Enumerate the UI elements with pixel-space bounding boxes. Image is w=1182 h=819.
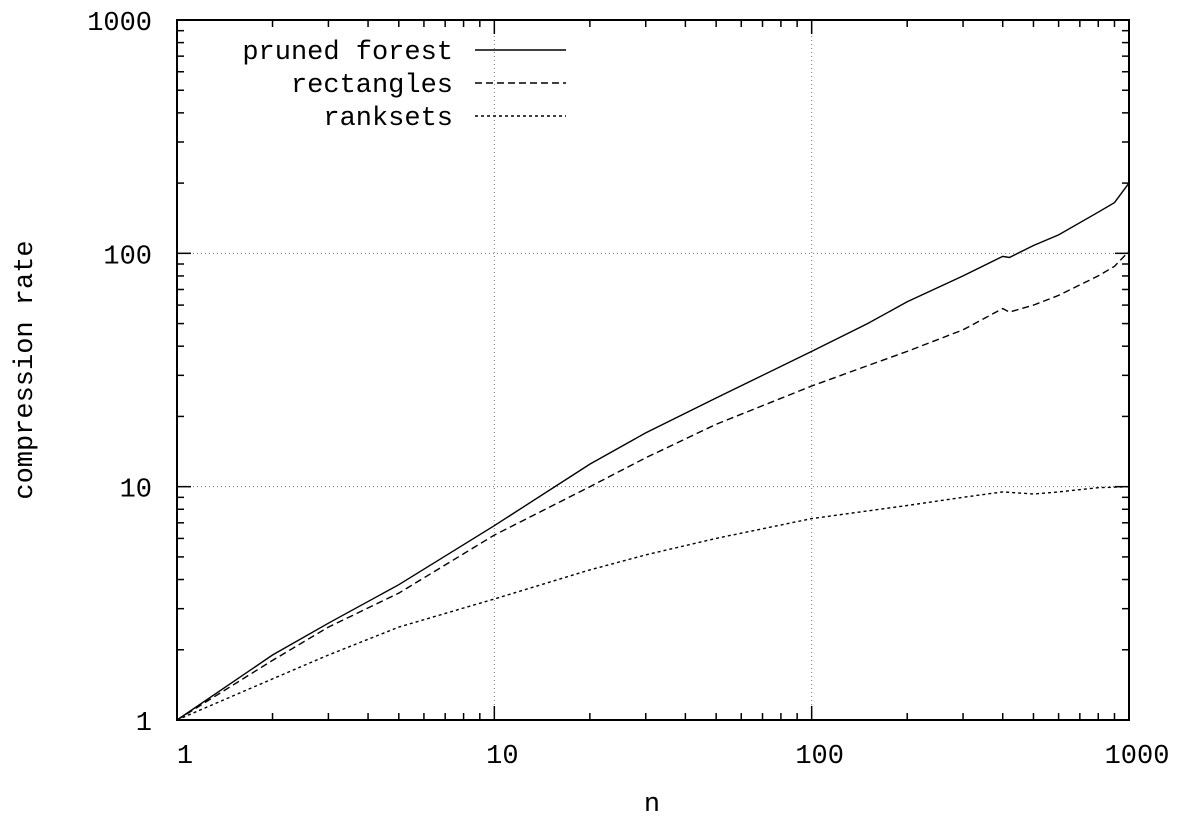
tick-marks bbox=[176, 19, 1130, 721]
y-tick-label: 1000 bbox=[87, 9, 152, 39]
x-tick-label: 100 bbox=[795, 742, 844, 772]
series-line-rectangles bbox=[176, 250, 1130, 721]
legend-label: ranksets bbox=[323, 104, 453, 134]
series-line-pruned-forest bbox=[176, 182, 1130, 721]
tick-labels: 1 10 100 1000 1 10 100 1000 bbox=[87, 9, 1169, 772]
plot-border bbox=[176, 19, 1130, 721]
y-tick-label: 10 bbox=[120, 476, 152, 506]
legend-label: pruned forest bbox=[242, 38, 453, 68]
legend-label: rectangles bbox=[291, 71, 453, 101]
series-line-ranksets bbox=[176, 486, 1130, 721]
series-lines bbox=[176, 182, 1130, 721]
x-axis-label: n bbox=[644, 790, 660, 819]
y-axis-label: compression rate bbox=[11, 240, 41, 499]
x-tick-label: 1 bbox=[177, 742, 193, 772]
y-tick-label: 1 bbox=[136, 709, 152, 739]
y-tick-label: 100 bbox=[103, 242, 152, 272]
x-tick-label: 1000 bbox=[1105, 742, 1170, 772]
grid-lines bbox=[177, 20, 1129, 720]
x-tick-label: 10 bbox=[486, 742, 518, 772]
plot-frame bbox=[176, 19, 1130, 721]
